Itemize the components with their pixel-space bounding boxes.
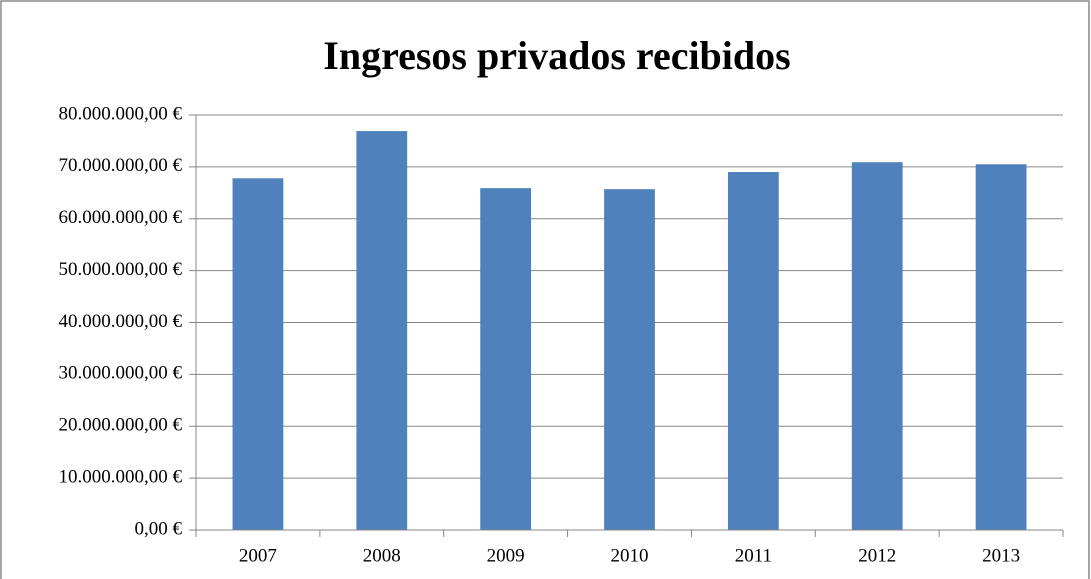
x-tick-label: 2008 [363, 545, 401, 566]
bar [480, 188, 532, 531]
chart-title: Ingresos privados recibidos [323, 33, 790, 78]
bar [604, 189, 655, 530]
x-tick-label: 2011 [735, 545, 772, 566]
y-tick-label: 80.000.000,00 € [59, 103, 183, 124]
y-tick-label: 20.000.000,00 € [59, 415, 183, 436]
x-tick-label: 2007 [239, 545, 277, 566]
bar [851, 162, 903, 531]
y-tick-label: 60.000.000,00 € [59, 207, 183, 228]
y-tick-label: 70.000.000,00 € [59, 155, 183, 176]
y-tick-label: 50.000.000,00 € [59, 259, 183, 280]
y-tick-label: 30.000.000,00 € [59, 363, 183, 384]
x-tick-label: 2009 [487, 545, 525, 566]
x-tick-label: 2012 [858, 545, 896, 566]
bar [356, 131, 408, 531]
y-tick-label: 40.000.000,00 € [59, 311, 183, 332]
bar [975, 164, 1027, 530]
bar [727, 172, 779, 530]
y-tick-label: 0,00 € [135, 518, 183, 539]
x-tick-label: 2010 [611, 545, 649, 566]
y-tick-label: 10.000.000,00 € [59, 466, 183, 487]
x-tick-label: 2013 [982, 545, 1020, 566]
bar [232, 178, 284, 530]
